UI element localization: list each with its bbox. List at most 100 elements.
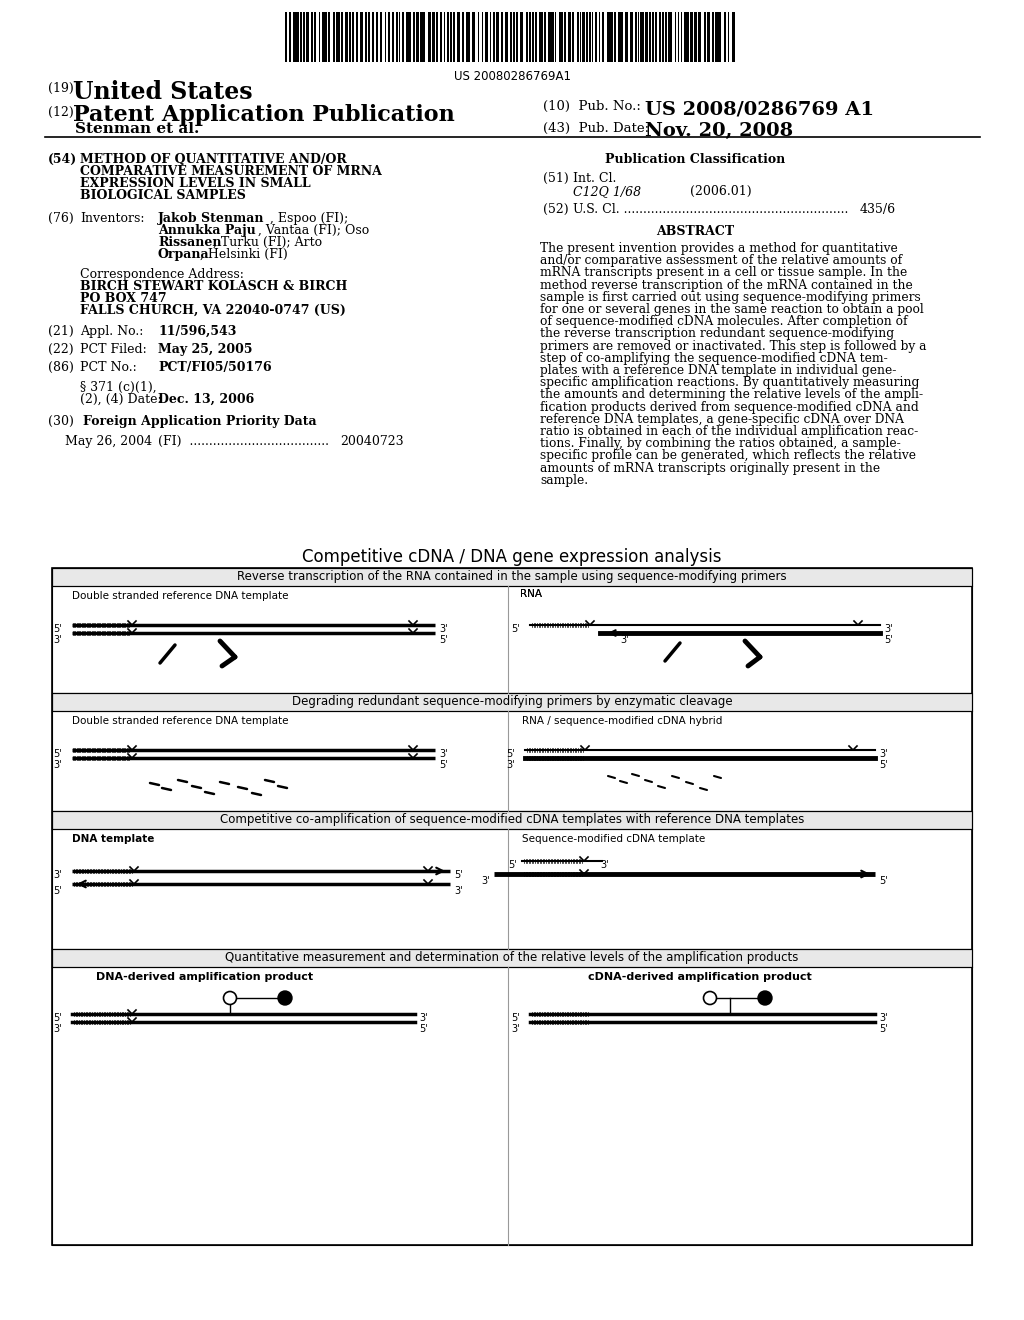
Text: US 20080286769A1: US 20080286769A1 xyxy=(454,70,570,83)
Bar xyxy=(675,12,676,62)
Bar xyxy=(355,12,357,62)
Text: May 25, 2005: May 25, 2005 xyxy=(158,343,253,356)
Text: METHOD OF QUANTITATIVE AND/OR: METHOD OF QUANTITATIVE AND/OR xyxy=(80,153,347,166)
Text: the reverse transcription redundant sequence-modifying: the reverse transcription redundant sequ… xyxy=(540,327,894,341)
Bar xyxy=(496,12,499,62)
Text: 3': 3' xyxy=(439,748,447,759)
Bar xyxy=(567,12,570,62)
Text: (51): (51) xyxy=(543,172,568,185)
Text: C12Q 1/68: C12Q 1/68 xyxy=(573,185,641,198)
Text: DNA template: DNA template xyxy=(72,834,155,843)
Bar xyxy=(698,12,700,62)
Text: plates with a reference DNA template in individual gene-: plates with a reference DNA template in … xyxy=(540,364,896,378)
Text: Correspondence Address:: Correspondence Address: xyxy=(80,268,244,281)
Text: 3': 3' xyxy=(419,1012,428,1023)
Bar xyxy=(535,12,537,62)
Bar xyxy=(406,12,411,62)
Bar xyxy=(402,12,404,62)
Bar xyxy=(558,12,562,62)
Text: 5': 5' xyxy=(439,760,447,770)
Bar xyxy=(607,12,613,62)
Text: RNA / sequence-modified cDNA hybrid: RNA / sequence-modified cDNA hybrid xyxy=(522,715,722,726)
Bar xyxy=(450,12,452,62)
Bar xyxy=(645,12,647,62)
Text: 5': 5' xyxy=(53,886,62,896)
Text: method reverse transcription of the mRNA contained in the: method reverse transcription of the mRNA… xyxy=(540,279,912,292)
Text: 435/6: 435/6 xyxy=(860,203,896,216)
Text: 5': 5' xyxy=(454,870,463,880)
Bar xyxy=(640,12,644,62)
Bar xyxy=(341,12,343,62)
Bar xyxy=(630,12,633,62)
Bar xyxy=(453,12,455,62)
Text: 3': 3' xyxy=(879,748,888,759)
Text: 3': 3' xyxy=(879,1012,888,1023)
Text: 5': 5' xyxy=(53,624,62,634)
Text: § 371 (c)(1),: § 371 (c)(1), xyxy=(80,381,157,393)
Text: 5': 5' xyxy=(884,635,893,645)
Text: 5': 5' xyxy=(511,624,520,634)
Text: PO BOX 747: PO BOX 747 xyxy=(80,292,167,305)
Bar xyxy=(586,12,588,62)
Text: (10)  Pub. No.:: (10) Pub. No.: xyxy=(543,100,641,114)
Circle shape xyxy=(223,991,237,1005)
Text: RNA: RNA xyxy=(520,589,542,599)
Bar xyxy=(563,12,565,62)
Bar xyxy=(439,12,442,62)
Text: 3': 3' xyxy=(481,876,490,886)
Text: EXPRESSION LEVELS IN SMALL: EXPRESSION LEVELS IN SMALL xyxy=(80,177,310,190)
Text: 5': 5' xyxy=(53,1012,62,1023)
Bar xyxy=(352,12,354,62)
Text: reference DNA templates, a gene-specific cDNA over DNA: reference DNA templates, a gene-specific… xyxy=(540,413,904,426)
Text: Double stranded reference DNA template: Double stranded reference DNA template xyxy=(72,591,289,601)
Bar xyxy=(52,810,972,949)
Text: and/or comparative assessment of the relative amounts of: and/or comparative assessment of the rel… xyxy=(540,255,902,267)
Text: (22): (22) xyxy=(48,343,74,356)
Bar xyxy=(311,12,313,62)
Text: (54): (54) xyxy=(48,153,77,166)
Text: Orpana: Orpana xyxy=(158,248,210,261)
Text: 5': 5' xyxy=(508,861,517,870)
Text: 5': 5' xyxy=(419,1024,428,1034)
Text: the amounts and determining the relative levels of the ampli-: the amounts and determining the relative… xyxy=(540,388,923,401)
Text: BIRCH STEWART KOLASCH & BIRCH: BIRCH STEWART KOLASCH & BIRCH xyxy=(80,280,347,293)
Text: 3': 3' xyxy=(454,886,463,896)
Text: Dec. 13, 2006: Dec. 13, 2006 xyxy=(158,393,254,407)
Text: Inventors:: Inventors: xyxy=(80,213,144,224)
Text: specific amplification reactions. By quantitatively measuring: specific amplification reactions. By qua… xyxy=(540,376,920,389)
Text: mRNA transcripts present in a cell or tissue sample. In the: mRNA transcripts present in a cell or ti… xyxy=(540,267,907,280)
Text: Nov. 20, 2008: Nov. 20, 2008 xyxy=(645,121,794,140)
Text: ratio is obtained in each of the individual amplification reac-: ratio is obtained in each of the individ… xyxy=(540,425,919,438)
Bar xyxy=(532,12,534,62)
Text: DNA-derived amplification product: DNA-derived amplification product xyxy=(96,972,313,982)
Bar xyxy=(420,12,425,62)
Bar xyxy=(501,12,503,62)
Text: sample.: sample. xyxy=(540,474,588,487)
Bar xyxy=(380,12,382,62)
Bar xyxy=(52,949,972,1245)
Bar xyxy=(336,12,340,62)
Text: 3': 3' xyxy=(620,635,629,645)
Bar xyxy=(443,12,445,62)
Text: amounts of mRNA transcripts originally present in the: amounts of mRNA transcripts originally p… xyxy=(540,462,880,475)
Text: Degrading redundant sequence-modifying primers by enzymatic cleavage: Degrading redundant sequence-modifying p… xyxy=(292,696,732,708)
Text: Appl. No.:: Appl. No.: xyxy=(80,325,143,338)
Bar xyxy=(712,12,714,62)
Bar xyxy=(52,949,972,968)
Bar xyxy=(395,12,397,62)
Text: PCT Filed:: PCT Filed: xyxy=(80,343,146,356)
Bar xyxy=(580,12,581,62)
Bar xyxy=(285,12,287,62)
Text: BIOLOGICAL SAMPLES: BIOLOGICAL SAMPLES xyxy=(80,189,246,202)
Text: 5': 5' xyxy=(439,635,447,645)
Bar xyxy=(618,12,623,62)
Text: Competitive cDNA / DNA gene expression analysis: Competitive cDNA / DNA gene expression a… xyxy=(302,548,722,566)
Bar xyxy=(516,12,518,62)
Text: (76): (76) xyxy=(48,213,74,224)
Bar xyxy=(52,693,972,711)
Bar xyxy=(333,12,335,62)
Text: 20040723: 20040723 xyxy=(340,436,403,447)
Text: RNA: RNA xyxy=(520,589,542,599)
Text: 5': 5' xyxy=(511,1012,520,1023)
Bar xyxy=(52,568,972,586)
